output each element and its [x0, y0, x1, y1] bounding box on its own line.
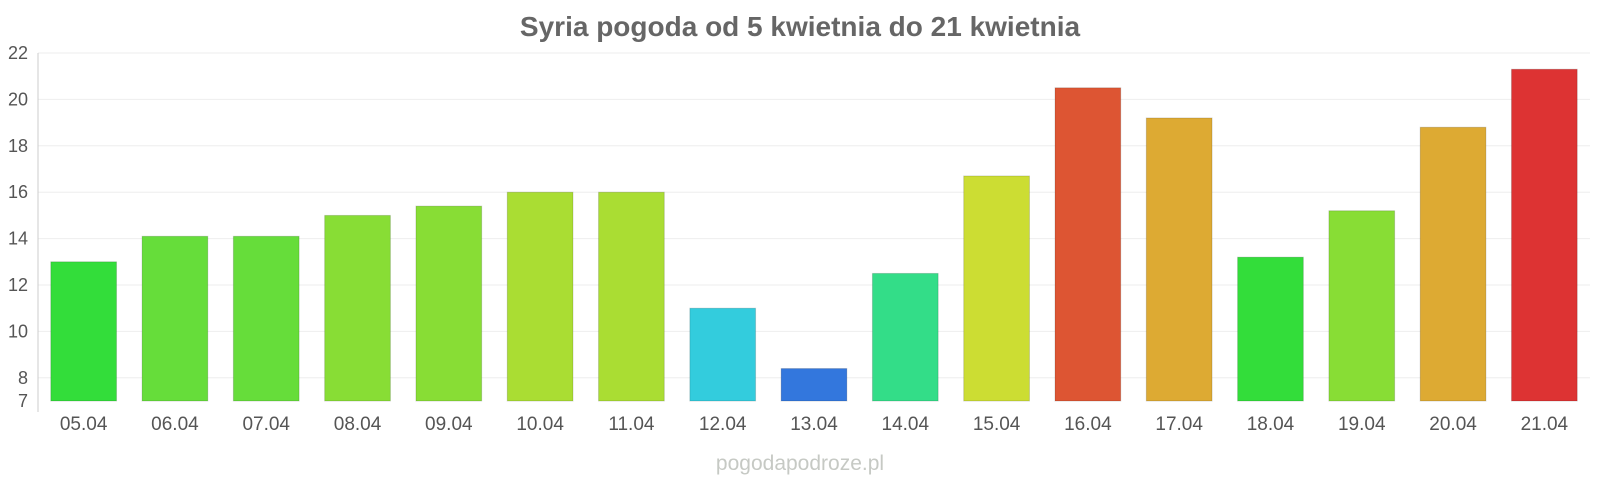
x-tick-label: 15.04: [973, 414, 1021, 435]
x-tick-label: 21.04: [1521, 414, 1569, 435]
y-tick-label: 10: [8, 321, 28, 341]
bar-10.04: [506, 191, 574, 402]
x-tick-label: 06.04: [151, 414, 199, 435]
y-tick-label: 14: [8, 229, 28, 249]
x-tick-label: 09.04: [425, 414, 473, 435]
bar-09.04: [415, 205, 483, 402]
x-tick-label: 20.04: [1429, 414, 1477, 435]
x-tick-label: 05.04: [60, 414, 108, 435]
bars: [50, 68, 1578, 402]
bar-12.04: [689, 307, 757, 402]
x-tick-label: 10.04: [516, 414, 564, 435]
x-axis-ticks: 05.04 06.04 07.04 08.04 09.04 10.04 11.04 12.04…: [60, 414, 1569, 435]
x-tick-label: 14.04: [882, 414, 930, 435]
bar-05.04: [50, 261, 118, 402]
x-tick-label: 13.04: [790, 414, 838, 435]
bar-17.04: [1145, 117, 1213, 402]
bar-19.04: [1328, 210, 1396, 402]
x-tick-label: 18.04: [1247, 414, 1295, 435]
bar-15.04: [963, 175, 1030, 402]
bar-18.04: [1237, 256, 1304, 402]
bar-14.04: [871, 272, 939, 402]
bar-07.04: [232, 235, 300, 402]
x-tick-label: 08.04: [334, 414, 382, 435]
bar-08.04: [324, 214, 391, 402]
x-tick-label: 19.04: [1338, 414, 1386, 435]
chart-title: Syria pogoda od 5 kwietnia do 21 kwietni…: [520, 11, 1081, 42]
bar-20.04: [1419, 126, 1487, 402]
y-tick-label: 18: [8, 136, 28, 156]
x-tick-label: 07.04: [242, 414, 290, 435]
source-credit: pogodapodroze.pl: [716, 452, 884, 475]
y-tick-label: 8: [18, 368, 28, 388]
y-tick-label: 16: [8, 182, 28, 202]
x-tick-label: 12.04: [699, 414, 747, 435]
y-axis-ticks: 7 8 10 12 14 16 18 20 22: [8, 43, 28, 411]
bar-06.04: [141, 235, 209, 402]
bar-16.04: [1054, 87, 1122, 402]
x-tick-label: 11.04: [608, 414, 655, 435]
y-tick-label: 22: [8, 43, 28, 63]
y-tick-label: 12: [8, 275, 28, 295]
y-tick-label: 20: [8, 89, 28, 109]
x-tick-label: 16.04: [1064, 414, 1112, 435]
x-tick-label: 17.04: [1155, 414, 1203, 435]
bar-13.04: [780, 368, 848, 402]
y-tick-label: 7: [18, 391, 28, 411]
bar-11.04: [598, 191, 665, 402]
bar-21.04: [1510, 68, 1578, 402]
